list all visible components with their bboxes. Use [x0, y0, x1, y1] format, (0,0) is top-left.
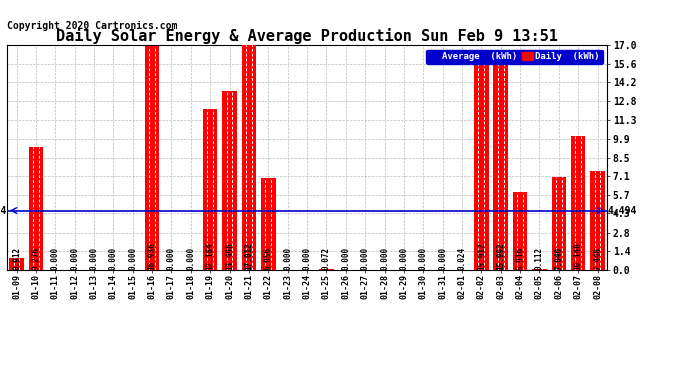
Text: 0.000: 0.000: [342, 247, 351, 270]
Bar: [319, 269, 334, 270]
Bar: [222, 92, 237, 270]
Text: 0.112: 0.112: [535, 247, 544, 270]
Text: 0.000: 0.000: [167, 247, 176, 270]
Text: 0.024: 0.024: [457, 247, 466, 270]
Bar: [474, 59, 489, 270]
Bar: [29, 147, 43, 270]
Text: 0.912: 0.912: [12, 247, 21, 270]
Text: 0.000: 0.000: [109, 247, 118, 270]
Text: 12.184: 12.184: [206, 242, 215, 270]
Text: 4.494: 4.494: [607, 206, 637, 216]
Text: 0.000: 0.000: [419, 247, 428, 270]
Bar: [532, 268, 546, 270]
Text: 0.000: 0.000: [90, 247, 99, 270]
Bar: [203, 109, 217, 270]
Text: 5.916: 5.916: [515, 247, 524, 270]
Text: 9.276: 9.276: [32, 247, 41, 270]
Text: 15.912: 15.912: [477, 242, 486, 270]
Text: 0.000: 0.000: [283, 247, 292, 270]
Text: 15.992: 15.992: [496, 242, 505, 270]
Bar: [590, 171, 604, 270]
Text: 16.936: 16.936: [148, 242, 157, 270]
Text: 0.000: 0.000: [186, 247, 195, 270]
Legend: Average  (kWh), Daily  (kWh): Average (kWh), Daily (kWh): [426, 50, 602, 64]
Title: Daily Solar Energy & Average Production Sun Feb 9 13:51: Daily Solar Energy & Average Production …: [56, 28, 558, 44]
Text: 0.000: 0.000: [302, 247, 312, 270]
Bar: [513, 192, 527, 270]
Text: 0.000: 0.000: [51, 247, 60, 270]
Text: 0.000: 0.000: [438, 247, 447, 270]
Bar: [261, 178, 275, 270]
Bar: [241, 45, 256, 270]
Text: 0.000: 0.000: [361, 247, 370, 270]
Bar: [145, 46, 159, 270]
Text: Copyright 2020 Cartronics.com: Copyright 2020 Cartronics.com: [7, 21, 177, 31]
Bar: [571, 136, 585, 270]
Text: 7.040: 7.040: [554, 247, 563, 270]
Bar: [551, 177, 566, 270]
Bar: [10, 258, 24, 270]
Bar: [493, 58, 508, 270]
Text: 10.140: 10.140: [573, 242, 582, 270]
Text: 4.494: 4.494: [0, 206, 7, 216]
Text: 6.956: 6.956: [264, 247, 273, 270]
Text: 0.072: 0.072: [322, 247, 331, 270]
Text: 0.000: 0.000: [380, 247, 389, 270]
Text: 0.000: 0.000: [70, 247, 79, 270]
Text: 0.000: 0.000: [400, 247, 408, 270]
Text: 17.012: 17.012: [244, 242, 253, 270]
Text: 7.448: 7.448: [593, 247, 602, 270]
Text: 0.000: 0.000: [128, 247, 137, 270]
Text: 13.496: 13.496: [225, 242, 234, 270]
